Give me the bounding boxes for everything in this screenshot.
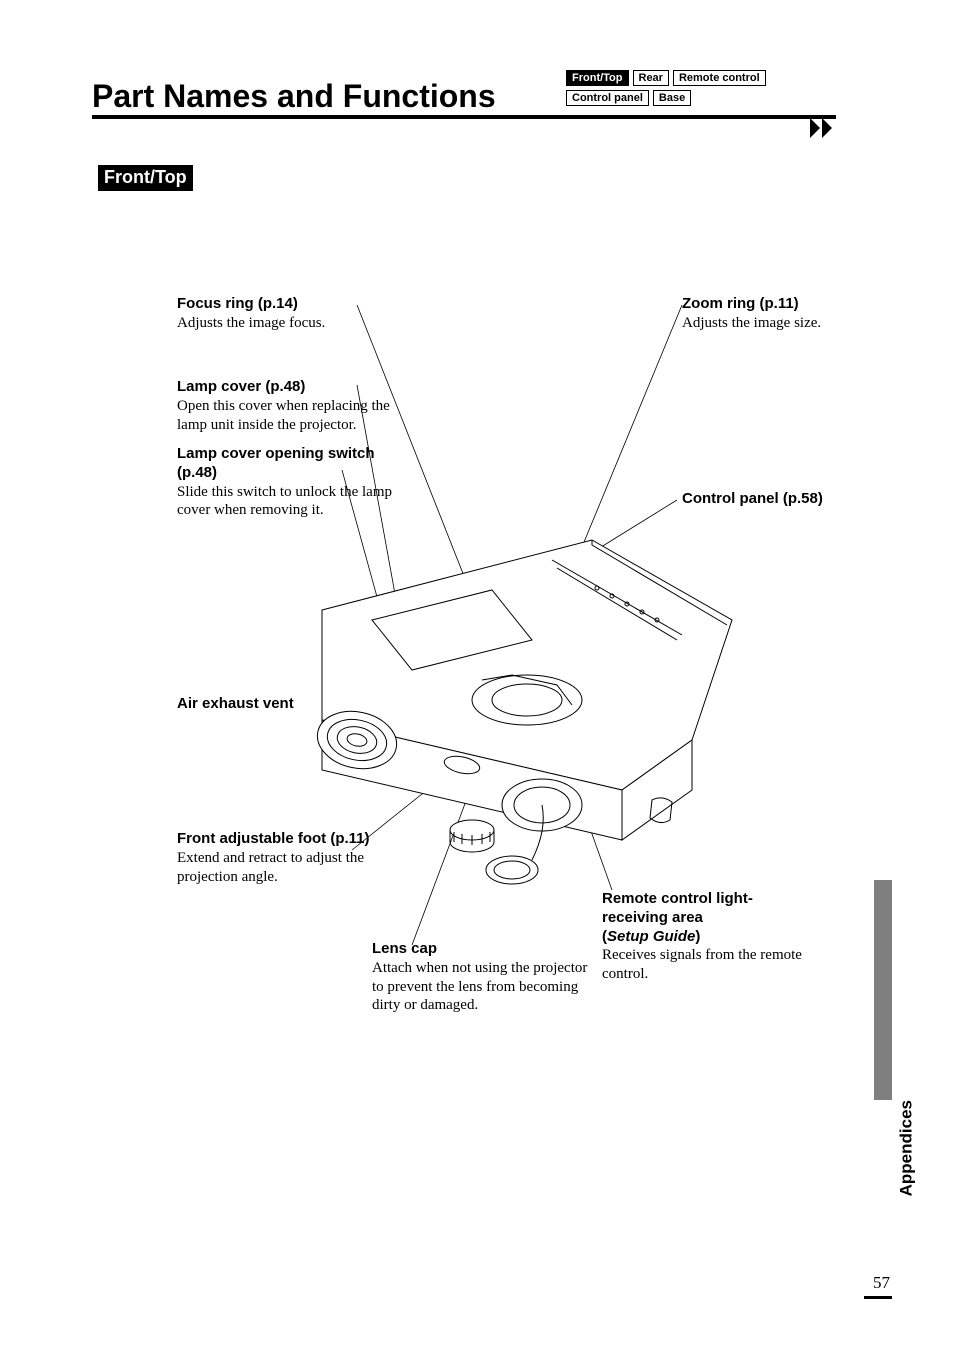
forward-arrow-icon bbox=[810, 118, 840, 138]
side-tab bbox=[874, 880, 892, 1100]
side-label: Appendices bbox=[896, 1100, 916, 1196]
page-number: 57 bbox=[873, 1273, 890, 1293]
callout-lamp-cover: Lamp cover (p.48) Open this cover when r… bbox=[177, 378, 397, 434]
callout-lens-cap: Lens cap Attach when not using the proje… bbox=[372, 940, 602, 1015]
callout-desc: Receives signals from the remote control… bbox=[602, 946, 812, 984]
callout-heading: Control panel (p.58) bbox=[682, 490, 882, 509]
nav-tab-rear[interactable]: Rear bbox=[633, 70, 669, 86]
callout-lamp-switch: Lamp cover opening switch (p.48) Slide t… bbox=[177, 445, 397, 520]
callout-desc: Open this cover when replacing the lamp … bbox=[177, 397, 397, 435]
callout-heading: Front adjustable foot (p.11) bbox=[177, 830, 397, 849]
nav-tabs: Front/Top Rear Remote control Control pa… bbox=[566, 70, 836, 106]
callout-heading: Lens cap bbox=[372, 940, 602, 959]
callout-desc: Slide this switch to unlock the lamp cov… bbox=[177, 483, 397, 521]
callout-front-foot: Front adjustable foot (p.11) Extend and … bbox=[177, 830, 397, 886]
callout-desc: Attach when not using the projector to p… bbox=[372, 959, 602, 1015]
callout-heading: Lamp cover opening switch (p.48) bbox=[177, 445, 397, 483]
callout-air-vent: Air exhaust vent bbox=[177, 695, 397, 714]
title-underline bbox=[92, 115, 836, 119]
page-title: Part Names and Functions bbox=[92, 78, 496, 115]
callout-heading: Air exhaust vent bbox=[177, 695, 397, 714]
callout-remote-rx: Remote control light-receiving area (Set… bbox=[602, 890, 812, 984]
callout-heading: Focus ring (p.14) bbox=[177, 295, 397, 314]
callout-desc: Adjusts the image focus. bbox=[177, 314, 397, 333]
callout-focus-ring: Focus ring (p.14) Adjusts the image focu… bbox=[177, 295, 397, 333]
callout-control-panel: Control panel (p.58) bbox=[682, 490, 882, 509]
callout-heading: Lamp cover (p.48) bbox=[177, 378, 397, 397]
nav-tab-remote[interactable]: Remote control bbox=[673, 70, 766, 86]
callout-heading: Remote control light-receiving area bbox=[602, 890, 812, 928]
nav-tab-front-top[interactable]: Front/Top bbox=[566, 70, 629, 86]
page-number-underline bbox=[864, 1296, 892, 1299]
nav-tab-control-panel[interactable]: Control panel bbox=[566, 90, 649, 106]
callout-desc: Adjusts the image size. bbox=[682, 314, 882, 333]
callout-desc: Extend and retract to adjust the project… bbox=[177, 849, 397, 887]
callout-zoom-ring: Zoom ring (p.11) Adjusts the image size. bbox=[682, 295, 882, 333]
section-label: Front/Top bbox=[98, 165, 193, 191]
callout-guide: (Setup Guide) bbox=[602, 928, 812, 947]
nav-tab-base[interactable]: Base bbox=[653, 90, 691, 106]
callout-heading: Zoom ring (p.11) bbox=[682, 295, 882, 314]
diagram-area: Focus ring (p.14) Adjusts the image focu… bbox=[92, 210, 852, 1060]
